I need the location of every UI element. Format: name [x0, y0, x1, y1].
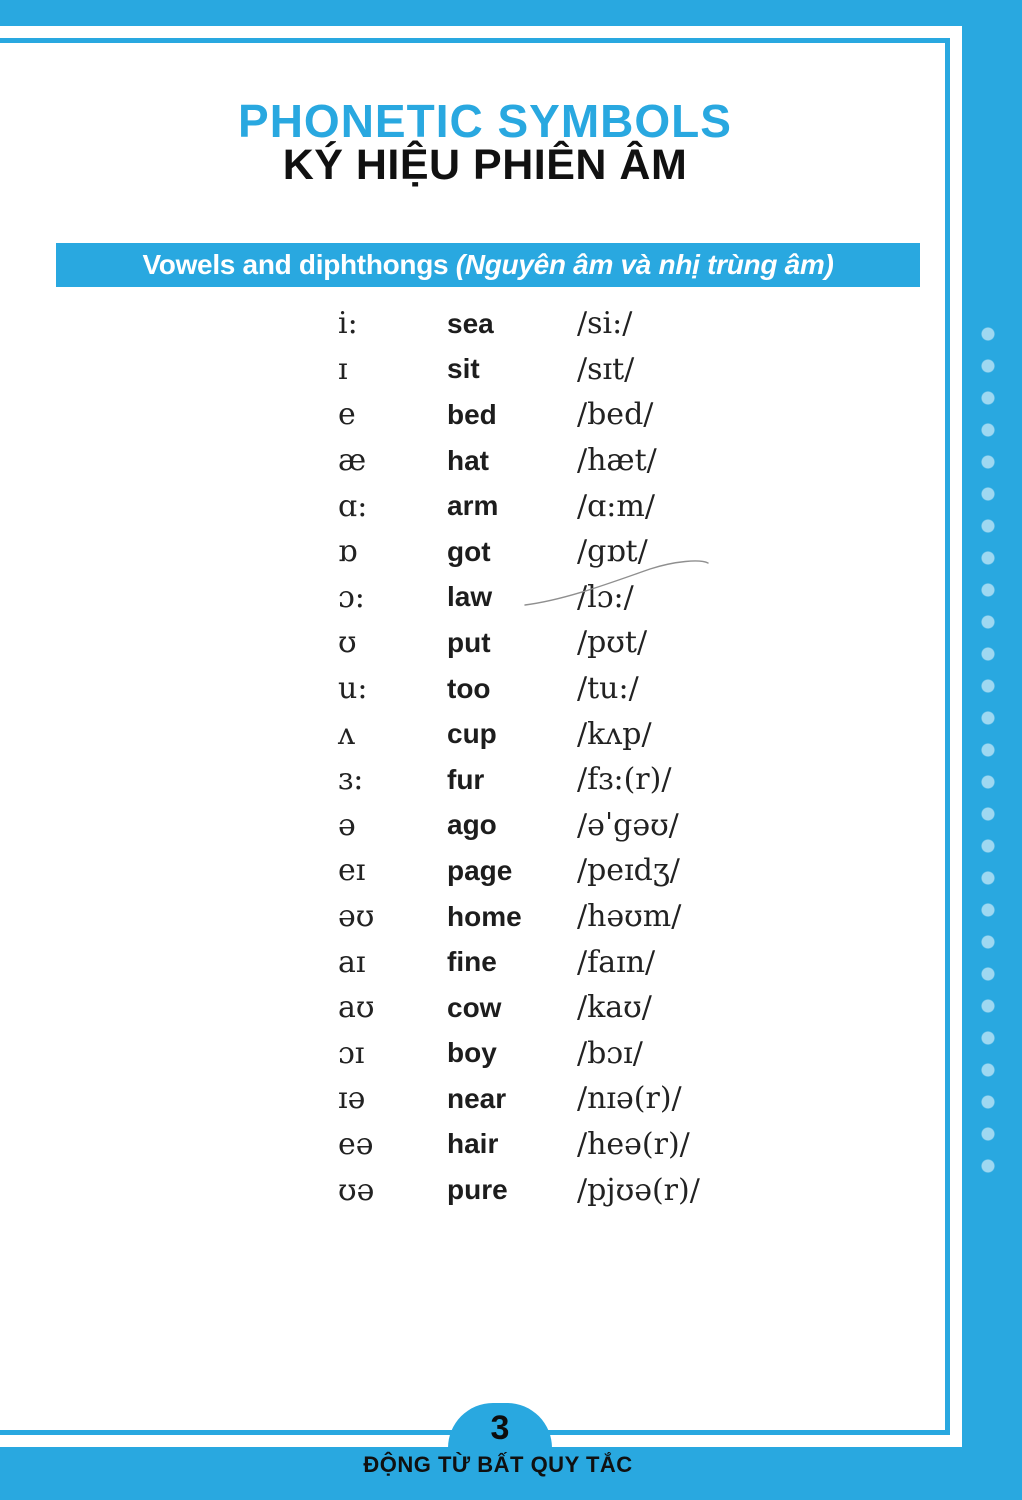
symbol-cell: eə: [338, 1126, 374, 1162]
table-row: eə hair /heə(r)/: [338, 1122, 700, 1168]
symbol-cell: ɜ:: [338, 762, 364, 798]
table-row: ɪ sit /sɪt/: [338, 347, 700, 393]
symbol-cell: ʌ: [338, 716, 355, 752]
footer-label: ĐỘNG TỪ BẤT QUY TẮC: [363, 1452, 633, 1477]
pronunciation-cell: /pjʊə(r)/: [577, 1172, 700, 1208]
table-row: e bed /bed/: [338, 392, 700, 438]
word-cell: sea: [447, 307, 494, 339]
word-cell: ago: [447, 809, 497, 841]
table-row: əʊ home /həʊm/: [338, 894, 700, 940]
table-row: ɑ: arm /ɑ:m/: [338, 483, 700, 529]
pronunciation-cell: /gɒt/: [577, 534, 648, 570]
table-row: æ hat /hæt/: [338, 438, 700, 484]
pronunciation-cell: /faɪn/: [577, 944, 656, 980]
symbol-cell: ɒ: [338, 534, 358, 570]
word-cell: home: [447, 900, 522, 932]
table-row: ɒ got /gɒt/: [338, 529, 700, 575]
outer-frame-bottom: [0, 1447, 1022, 1500]
pronunciation-cell: /əˈgəʊ/: [577, 807, 679, 843]
phonetic-table: i: sea /si:/ ɪ sit /sɪt/ e bed /bed/ æ h…: [338, 301, 700, 1213]
pronunciation-cell: /tu:/: [577, 671, 639, 707]
symbol-cell: i:: [338, 306, 358, 342]
pronunciation-cell: /sɪt/: [577, 351, 635, 387]
symbol-cell: ə: [338, 807, 356, 843]
symbol-cell: ɑ:: [338, 488, 368, 524]
word-cell: sit: [447, 353, 480, 385]
word-cell: law: [447, 581, 493, 613]
pronunciation-cell: /bed/: [577, 397, 654, 433]
word-cell: hat: [447, 444, 489, 476]
word-cell: boy: [447, 1037, 497, 1069]
page-number-tab: 3: [448, 1403, 552, 1448]
pronunciation-cell: /peɪdʒ/: [577, 853, 680, 889]
page-number: 3: [490, 1409, 510, 1447]
table-row: ɔɪ boy /bɔɪ/: [338, 1031, 700, 1077]
table-row: ɪə near /nɪə(r)/: [338, 1076, 700, 1122]
symbol-cell: ɪə: [338, 1081, 366, 1117]
symbol-cell: ɔɪ: [338, 1035, 365, 1071]
table-row: ʌ cup /kʌp/: [338, 711, 700, 757]
pronunciation-cell: /fɜ:(r)/: [577, 762, 672, 798]
symbol-cell: eɪ: [338, 853, 366, 889]
page-title: PHONETIC SYMBOLS: [238, 95, 732, 147]
pronunciation-cell: /nɪə(r)/: [577, 1081, 682, 1117]
table-row: ɜ: fur /fɜ:(r)/: [338, 757, 700, 803]
word-cell: hair: [447, 1128, 499, 1160]
word-cell: pure: [447, 1174, 508, 1206]
word-cell: put: [447, 626, 491, 658]
table-row: i: sea /si:/: [338, 301, 700, 347]
outer-frame-top: [0, 0, 1022, 26]
pronunciation-cell: /ɑ:m/: [577, 488, 655, 524]
symbol-cell: u:: [338, 671, 368, 707]
word-cell: fine: [447, 946, 497, 978]
inner-border-right: [945, 38, 950, 1435]
symbol-cell: ʊə: [338, 1172, 375, 1208]
banner-label-en: Vowels and diphthongs: [142, 249, 456, 280]
table-row: u: too /tu:/: [338, 666, 700, 712]
word-cell: near: [447, 1082, 507, 1114]
pronunciation-cell: /lɔ:/: [577, 579, 634, 615]
table-row: aɪ fine /faɪn/: [338, 939, 700, 985]
pronunciation-cell: /si:/: [577, 306, 633, 342]
table-row: ʊə pure /pjʊə(r)/: [338, 1167, 700, 1213]
symbol-cell: ɪ: [338, 351, 348, 387]
dots-decoration: [981, 318, 995, 1190]
symbol-cell: aʊ: [338, 990, 375, 1026]
pronunciation-cell: /kaʊ/: [577, 990, 652, 1026]
word-cell: cow: [447, 991, 502, 1023]
pronunciation-cell: /kʌp/: [577, 716, 652, 752]
word-cell: fur: [447, 763, 485, 795]
word-cell: bed: [447, 398, 497, 430]
symbol-cell: æ: [338, 443, 367, 479]
inner-border-top: [0, 38, 950, 43]
table-row: ɔ: law /lɔ:/: [338, 575, 700, 621]
banner-label-vi: (Nguyên âm và nhị trùng âm): [455, 249, 834, 280]
word-cell: page: [447, 854, 513, 886]
page-subtitle: KÝ HIỆU PHIÊN ÂM: [282, 141, 688, 189]
symbol-cell: ɔ:: [338, 579, 365, 615]
table-row: ʊ put /pʊt/: [338, 620, 700, 666]
pronunciation-cell: /pʊt/: [577, 625, 648, 661]
table-row: eɪ page /peɪdʒ/: [338, 848, 700, 894]
pronunciation-cell: /bɔɪ/: [577, 1035, 643, 1071]
word-cell: got: [447, 535, 491, 567]
word-cell: cup: [447, 718, 497, 750]
symbol-cell: ʊ: [338, 625, 357, 661]
pronunciation-cell: /həʊm/: [577, 899, 682, 935]
pronunciation-cell: /heə(r)/: [577, 1126, 690, 1162]
symbol-cell: əʊ: [338, 899, 375, 935]
word-cell: arm: [447, 490, 499, 522]
word-cell: too: [447, 672, 491, 704]
table-row: ə ago /əˈgəʊ/: [338, 803, 700, 849]
symbol-cell: aɪ: [338, 944, 366, 980]
symbol-cell: e: [338, 397, 356, 433]
pronunciation-cell: /hæt/: [577, 443, 657, 479]
section-banner: Vowels and diphthongs (Nguyên âm và nhị …: [56, 243, 920, 287]
table-row: aʊ cow /kaʊ/: [338, 985, 700, 1031]
